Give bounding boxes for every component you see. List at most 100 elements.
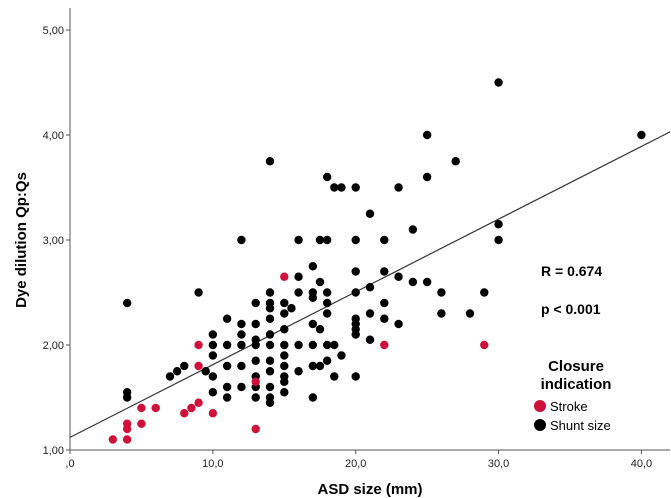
data-point-shunt-size bbox=[165, 372, 175, 381]
data-point-shunt-size bbox=[351, 235, 360, 245]
data-point-shunt-size bbox=[172, 367, 182, 376]
y-tick-label: 2,00 bbox=[43, 340, 64, 352]
data-point-shunt-size bbox=[265, 340, 275, 350]
data-point-shunt-size bbox=[208, 372, 218, 381]
data-point-shunt-size bbox=[237, 361, 246, 371]
x-axis-title: ASD size (mm) bbox=[317, 481, 422, 498]
data-point-stroke bbox=[280, 272, 289, 281]
data-point-shunt-size bbox=[351, 314, 360, 323]
data-point-stroke bbox=[187, 403, 196, 413]
data-point-shunt-size bbox=[280, 351, 289, 360]
data-point-shunt-size bbox=[308, 361, 318, 371]
data-point-shunt-size bbox=[222, 393, 232, 402]
data-point-shunt-size bbox=[294, 340, 303, 350]
data-point-stroke bbox=[251, 377, 260, 386]
data-point-shunt-size bbox=[251, 298, 260, 308]
data-point-shunt-size bbox=[208, 388, 218, 397]
data-point-shunt-size bbox=[494, 220, 503, 229]
data-point-shunt-size bbox=[380, 298, 389, 308]
data-point-shunt-size bbox=[222, 340, 232, 350]
data-point-shunt-size bbox=[194, 288, 203, 297]
y-axis-title: Dye dilution Qp:Qs bbox=[13, 172, 30, 308]
data-point-shunt-size bbox=[437, 288, 446, 297]
data-point-shunt-size bbox=[351, 183, 360, 192]
data-point-shunt-size bbox=[322, 288, 332, 297]
data-point-shunt-size bbox=[265, 330, 275, 339]
x-tick-label: ,0 bbox=[65, 458, 74, 470]
data-point-stroke bbox=[380, 340, 389, 350]
y-tick-label: 1,00 bbox=[43, 445, 64, 457]
data-point-shunt-size bbox=[251, 393, 260, 402]
y-tick-label: 5,00 bbox=[43, 25, 64, 37]
data-point-shunt-size bbox=[201, 367, 210, 376]
data-point-shunt-size bbox=[322, 309, 332, 318]
data-point-shunt-size bbox=[480, 288, 489, 297]
data-point-shunt-size bbox=[280, 361, 289, 371]
data-point-shunt-size bbox=[222, 314, 232, 323]
data-point-shunt-size bbox=[337, 183, 346, 192]
data-point-shunt-size bbox=[308, 319, 318, 329]
data-point-shunt-size bbox=[465, 309, 475, 318]
data-point-shunt-size bbox=[237, 319, 246, 329]
data-point-shunt-size bbox=[280, 372, 289, 381]
data-point-stroke bbox=[122, 435, 132, 444]
legend-marker-stroke bbox=[534, 400, 546, 412]
data-point-shunt-size bbox=[265, 382, 275, 392]
data-point-shunt-size bbox=[237, 382, 246, 392]
data-point-shunt-size bbox=[208, 351, 218, 360]
data-point-shunt-size bbox=[308, 262, 318, 271]
x-tick-label: 30,0 bbox=[488, 458, 509, 470]
data-point-shunt-size bbox=[365, 335, 375, 344]
data-point-shunt-size bbox=[265, 298, 275, 308]
data-point-shunt-size bbox=[315, 277, 325, 287]
legend-title-line2: indication bbox=[541, 376, 612, 393]
data-point-shunt-size bbox=[294, 235, 303, 245]
data-point-shunt-size bbox=[322, 340, 332, 350]
data-point-shunt-size bbox=[287, 304, 296, 313]
data-point-shunt-size bbox=[222, 361, 232, 371]
data-point-shunt-size bbox=[322, 235, 332, 245]
data-point-shunt-size bbox=[380, 314, 389, 323]
data-point-shunt-size bbox=[330, 183, 339, 192]
x-tick-label: 20,0 bbox=[345, 458, 366, 470]
data-point-stroke bbox=[137, 419, 146, 428]
data-point-shunt-size bbox=[237, 235, 246, 245]
data-point-shunt-size bbox=[451, 157, 460, 166]
data-point-shunt-size bbox=[251, 319, 260, 329]
data-point-shunt-size bbox=[330, 372, 339, 381]
data-point-stroke bbox=[251, 424, 260, 434]
data-point-shunt-size bbox=[280, 388, 289, 397]
data-point-shunt-size bbox=[265, 314, 275, 323]
data-point-stroke bbox=[122, 419, 132, 428]
data-point-shunt-size bbox=[122, 388, 132, 397]
data-point-shunt-size bbox=[394, 272, 403, 281]
data-point-shunt-size bbox=[251, 335, 260, 344]
data-point-shunt-size bbox=[265, 393, 275, 402]
r-value-annotation: R = 0.674 bbox=[541, 263, 602, 279]
y-tick-label: 4,00 bbox=[43, 130, 64, 142]
data-point-shunt-size bbox=[280, 309, 289, 318]
data-point-shunt-size bbox=[308, 340, 318, 350]
data-point-shunt-size bbox=[322, 172, 332, 182]
x-axis-ticks: ,0 10,0 20,0 30,0 40,0 bbox=[65, 450, 652, 470]
data-point-shunt-size bbox=[380, 267, 389, 276]
data-point-shunt-size bbox=[308, 288, 318, 297]
x-tick-label: 40,0 bbox=[631, 458, 652, 470]
data-point-shunt-size bbox=[294, 288, 303, 297]
data-point-shunt-size bbox=[380, 235, 389, 245]
data-point-shunt-size bbox=[322, 356, 332, 365]
data-point-shunt-size bbox=[294, 272, 303, 281]
data-point-shunt-size bbox=[351, 288, 360, 297]
legend-label-stroke: Stroke bbox=[550, 399, 588, 414]
data-point-stroke bbox=[108, 435, 118, 444]
data-point-stroke bbox=[137, 403, 146, 413]
data-point-shunt-size bbox=[122, 298, 132, 308]
data-point-shunt-size bbox=[437, 309, 446, 318]
p-value-annotation: p < 0.001 bbox=[541, 301, 601, 317]
data-point-stroke bbox=[194, 361, 203, 371]
x-tick-label: 10,0 bbox=[202, 458, 223, 470]
data-point-shunt-size bbox=[265, 356, 275, 365]
data-point-shunt-size bbox=[408, 277, 418, 287]
data-point-shunt-size bbox=[265, 367, 275, 376]
